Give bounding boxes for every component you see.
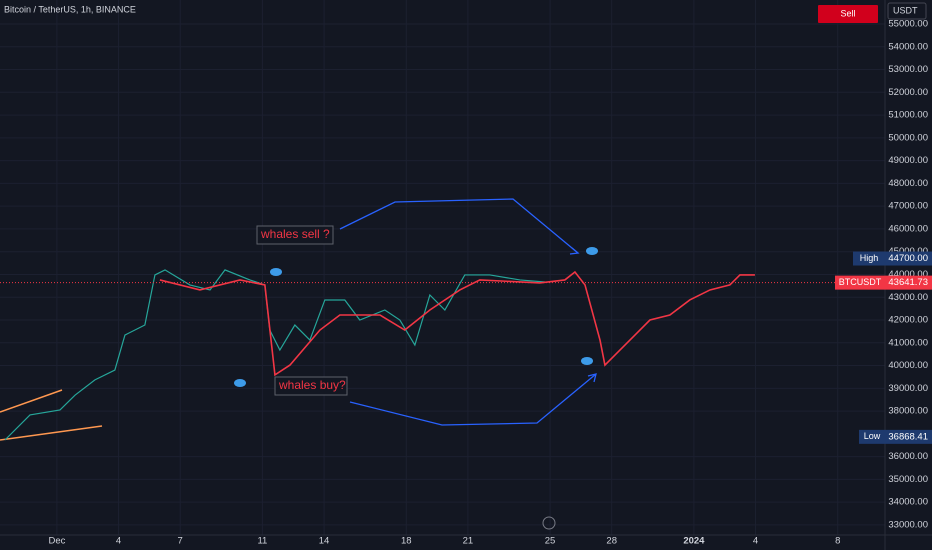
grid — [0, 0, 885, 535]
x-tick-label: 4 — [116, 536, 121, 547]
channel-line — [0, 389, 63, 413]
x-tick-label: Dec — [48, 536, 65, 547]
x-tick-label: 14 — [319, 536, 330, 547]
y-tick-label: 36000.00 — [888, 451, 928, 462]
whale-icon — [270, 268, 282, 276]
x-tick-label: 4 — [753, 536, 758, 547]
y-tick-label: 38000.00 — [888, 406, 928, 417]
marker-value: 36868.41 — [888, 431, 928, 442]
x-tick-label: 21 — [463, 536, 474, 547]
plot — [0, 269, 885, 441]
x-tick-label: 7 — [178, 536, 183, 547]
sell-button[interactable] — [818, 5, 878, 23]
marker-value-box — [885, 275, 932, 290]
channel-line — [0, 425, 103, 441]
y-tick-label: 54000.00 — [888, 41, 928, 52]
marker-label: Low — [864, 431, 881, 441]
annotation: whales sell ? — [260, 227, 330, 241]
event-icon[interactable] — [542, 516, 556, 530]
x-tick-label: 28 — [606, 536, 617, 547]
y-tick-label: 47000.00 — [888, 201, 928, 212]
annotation-box — [256, 225, 334, 245]
arrow — [339, 198, 579, 254]
y-tick-label: 40000.00 — [888, 360, 928, 371]
x-tick-label: 8 — [835, 536, 840, 547]
x-tick-label: 2024 — [683, 536, 705, 547]
y-tick-label: 34000.00 — [888, 497, 928, 508]
whale-icon — [581, 357, 593, 365]
marker-value: 43641.73 — [888, 277, 928, 288]
sell-label[interactable]: Sell — [840, 8, 855, 18]
whale-icon — [586, 247, 598, 255]
x-tick-label: 25 — [545, 536, 556, 547]
y-tick-label: 50000.00 — [888, 132, 928, 143]
y-tick-label: 52000.00 — [888, 87, 928, 98]
series-line — [159, 270, 755, 377]
y-tick-label: 41000.00 — [888, 337, 928, 348]
y-tick-label: 43000.00 — [888, 292, 928, 303]
x-tick-label: 11 — [257, 536, 267, 547]
arrow-head — [569, 247, 580, 255]
y-tick-label: 53000.00 — [888, 64, 928, 75]
y-tick-label: 35000.00 — [888, 474, 928, 485]
y-tick-label: 42000.00 — [888, 315, 928, 326]
currency-box[interactable] — [887, 2, 927, 20]
marker-value-box — [885, 429, 932, 444]
y-tick-label: 48000.00 — [888, 178, 928, 189]
annotation: whales buy? — [278, 378, 346, 392]
y-tick-label: 55000.00 — [888, 19, 928, 30]
y-tick-label: 51000.00 — [888, 110, 928, 121]
marker-value: 44700.00 — [888, 253, 928, 264]
symbol-title: Bitcoin / TetherUS, 1h, BINANCE — [4, 4, 136, 14]
marker-label-box — [853, 251, 885, 266]
marker-label: High — [860, 253, 879, 263]
marker-label: BTCUSDT — [839, 277, 882, 287]
currency-label[interactable]: USDT — [893, 5, 918, 15]
y-tick-label: 33000.00 — [888, 519, 928, 530]
y-tick-label: 49000.00 — [888, 155, 928, 166]
x-tick-label: 18 — [401, 536, 412, 547]
y-tick-label: 39000.00 — [888, 383, 928, 394]
annotation-box — [274, 376, 348, 396]
whale-icon — [234, 379, 246, 387]
marker-label-box — [859, 429, 885, 444]
marker-label-box — [835, 275, 885, 290]
y-tick-label: 44000.00 — [888, 269, 928, 280]
arrow-head — [587, 373, 597, 383]
marker-value-box — [885, 251, 932, 266]
y-tick-label: 46000.00 — [888, 223, 928, 234]
arrow — [349, 373, 597, 426]
